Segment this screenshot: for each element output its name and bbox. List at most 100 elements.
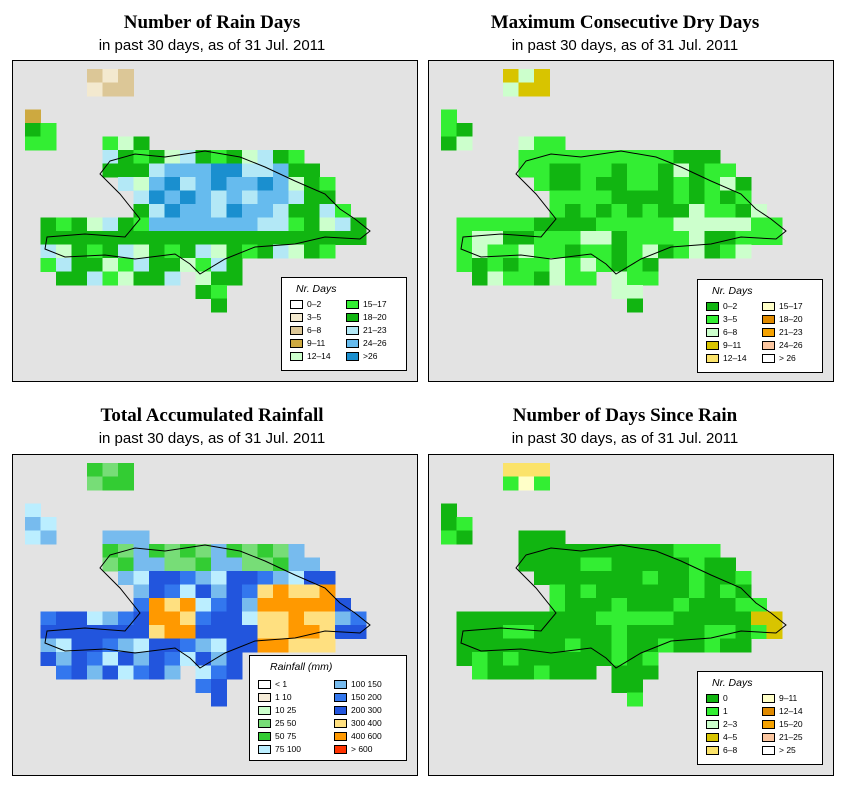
grid-cell: [580, 150, 597, 164]
grid-cell: [164, 258, 181, 272]
grid-cell: [211, 150, 227, 164]
grid-cell: [565, 217, 581, 232]
grid-cell: [627, 557, 643, 572]
legend-swatch: [762, 341, 775, 350]
grid-cell: [642, 598, 659, 612]
grid-cell: [596, 625, 612, 639]
grid-cell: [456, 652, 473, 666]
grid-cell: [56, 258, 72, 272]
grid-cell: [304, 204, 320, 218]
grid-cell: [71, 625, 88, 639]
grid-cell: [164, 271, 181, 286]
grid-cell: [87, 611, 103, 626]
grid-cell: [273, 544, 289, 558]
grid-cell: [658, 163, 674, 178]
legend-label: >26: [363, 351, 378, 361]
grid-cell: [257, 584, 274, 599]
grid-cell: [456, 217, 473, 232]
grid-cell: [195, 163, 212, 178]
grid-cell: [751, 611, 767, 626]
grid-cell: [580, 584, 597, 599]
grid-cell: [658, 584, 674, 599]
grid-cell: [40, 231, 57, 245]
grid-cell: [642, 638, 659, 653]
grid-cell: [149, 557, 165, 572]
grid-cell: [242, 571, 258, 585]
grid-cell: [642, 231, 659, 245]
legend-label: 6–8: [723, 327, 738, 337]
grid-cell: [565, 244, 581, 259]
grid-cell: [149, 625, 165, 639]
grid-cell: [133, 611, 150, 626]
grid-cell: [673, 611, 690, 626]
grid-cell: [226, 163, 243, 178]
legend-swatch: [290, 313, 303, 322]
grid-cell: [456, 123, 473, 137]
grid-cell: [518, 150, 535, 164]
legend-swatch: [346, 313, 359, 322]
grid-cell: [288, 163, 305, 178]
grid-cell: [180, 231, 196, 245]
grid-cell: [580, 204, 597, 218]
grid-cell: [689, 544, 705, 558]
grid-cell: [642, 571, 659, 585]
grid-cell: [273, 584, 289, 599]
grid-cell: [627, 652, 643, 666]
panel3-title: Total Accumulated Rainfall: [100, 405, 324, 426]
grid-cell: [87, 652, 103, 666]
grid-cell: [118, 82, 134, 97]
grid-cell: [195, 544, 212, 558]
grid-cell: [627, 177, 643, 191]
grid-cell: [766, 231, 783, 245]
grid-cell: [211, 190, 227, 205]
grid-cell: [242, 544, 258, 558]
grid-cell: [133, 571, 150, 585]
grid-cell: [658, 557, 674, 572]
grid-cell: [133, 204, 150, 218]
grid-cell: [704, 638, 721, 653]
grid-cell: [288, 204, 305, 218]
grid-cell: [40, 652, 57, 666]
grid-cell: [273, 217, 289, 232]
grid-cell: [242, 150, 258, 164]
grid-cell: [689, 638, 705, 653]
grid-cell: [735, 638, 752, 653]
grid-cell: [627, 190, 643, 205]
grid-cell: [71, 665, 88, 680]
grid-cell: [596, 258, 612, 272]
grid-cell: [673, 150, 690, 164]
grid-cell: [704, 584, 721, 599]
legend-swatch: [334, 706, 347, 715]
grid-cell: [503, 625, 519, 639]
grid-cell: [503, 638, 519, 653]
grid-cell: [71, 244, 88, 259]
grid-cell: [288, 598, 305, 612]
grid-cell: [257, 625, 274, 639]
grid-cell: [288, 571, 305, 585]
grid-cell: [288, 217, 305, 232]
grid-cell: [642, 557, 659, 572]
grid-cell: [611, 598, 628, 612]
grid-cell: [720, 557, 736, 572]
grid-cell: [257, 190, 274, 205]
grid-cell: [503, 69, 519, 83]
grid-cell: [658, 638, 674, 653]
legend-title: Nr. Days: [712, 285, 753, 297]
grid-cell: [580, 598, 597, 612]
grid-cell: [456, 231, 473, 245]
legend-swatch: [762, 746, 775, 755]
grid-cell: [487, 271, 504, 286]
legend-title: Nr. Days: [296, 283, 337, 295]
legend-swatch: [762, 694, 775, 703]
grid-cell: [580, 163, 597, 178]
grid-cell: [133, 244, 150, 259]
grid-cell: [273, 638, 289, 653]
grid-cell: [118, 530, 134, 545]
grid-cell: [472, 611, 488, 626]
grid-cell: [71, 231, 88, 245]
grid-cell: [549, 217, 566, 232]
legend-label: 10 25: [275, 705, 297, 715]
grid-cell: [164, 204, 181, 218]
grid-cell: [627, 271, 643, 286]
grid-cell: [472, 625, 488, 639]
